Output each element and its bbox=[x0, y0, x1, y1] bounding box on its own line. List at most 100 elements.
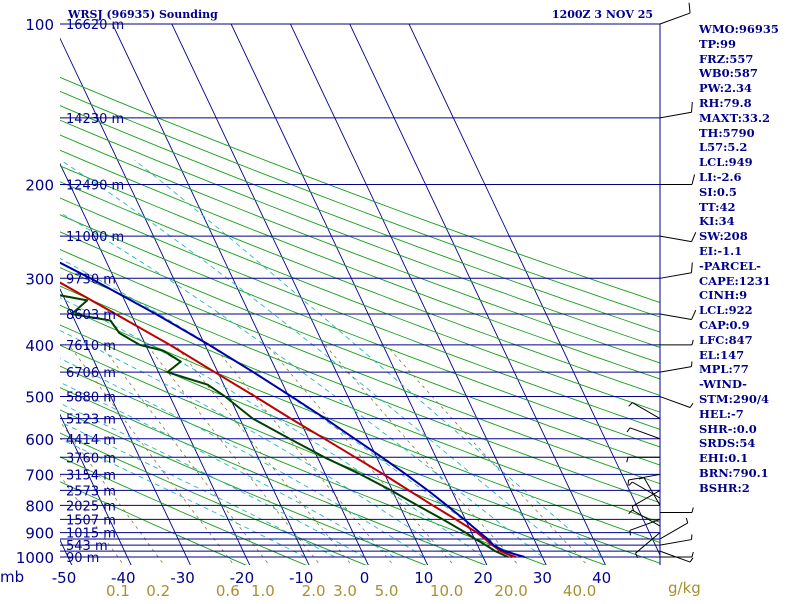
pressure-tick-label: 900 bbox=[25, 525, 54, 543]
dry-adiabat bbox=[0, 24, 800, 568]
index-value: TT:42 bbox=[699, 200, 799, 215]
index-value: EL:147 bbox=[699, 348, 799, 363]
mixing-ratio-tick-label: 1.0 bbox=[251, 582, 275, 600]
index-value: TP:99 bbox=[699, 37, 799, 52]
moist-adiabat bbox=[0, 160, 394, 557]
mixing-ratio-tick-label: 0.2 bbox=[146, 582, 170, 600]
dry-adiabat bbox=[0, 24, 800, 568]
height-label: 2025 m bbox=[66, 499, 116, 514]
temperature-tick-label: -30 bbox=[170, 569, 195, 587]
isotherm bbox=[0, 12, 73, 568]
pressure-tick-label: 100 bbox=[25, 16, 54, 34]
index-value: HEL:-7 bbox=[699, 407, 799, 422]
index-value: TH:5790 bbox=[699, 126, 799, 141]
height-label: 12490 m bbox=[66, 178, 124, 193]
wind-barb bbox=[660, 518, 688, 539]
wind-barb bbox=[660, 507, 693, 512]
height-label: 14230 m bbox=[66, 112, 124, 127]
isotherm bbox=[0, 12, 251, 568]
height-label: 90 m bbox=[66, 551, 99, 566]
mixing-ratio-tick-label: 3.0 bbox=[333, 582, 357, 600]
wind-barb bbox=[660, 232, 696, 241]
moist-adiabat bbox=[0, 160, 424, 557]
dry-adiabat bbox=[0, 24, 800, 568]
pressure-tick-label: 400 bbox=[25, 337, 54, 355]
pressure-tick-label: 700 bbox=[25, 466, 54, 484]
mixing-ratio-tick-label: 0.1 bbox=[106, 582, 130, 600]
temperature-tick-label: 30 bbox=[533, 569, 552, 587]
height-label: 5880 m bbox=[66, 391, 116, 406]
dry-adiabat bbox=[0, 24, 800, 568]
index-value: EHI:0.1 bbox=[699, 451, 799, 466]
height-label: 3760 m bbox=[66, 451, 116, 466]
mixing-ratio-line bbox=[386, 345, 590, 568]
height-label: 6706 m bbox=[66, 366, 116, 381]
height-label: 8603 m bbox=[66, 308, 116, 323]
height-label: 9730 m bbox=[66, 272, 116, 287]
mixing-ratio-unit: g/kg bbox=[668, 579, 701, 597]
wind-barb bbox=[629, 510, 660, 526]
mixing-ratio-tick-label: 2.0 bbox=[302, 582, 326, 600]
wind-barb bbox=[660, 102, 692, 118]
pressure-tick-label: 500 bbox=[25, 389, 54, 407]
pressure-tick-label: 800 bbox=[25, 497, 54, 515]
isotherm bbox=[0, 12, 14, 568]
dry-adiabat bbox=[0, 24, 800, 568]
dry-adiabat bbox=[0, 24, 800, 568]
height-label: 7610 m bbox=[66, 339, 116, 354]
index-value: EI:-1.1 bbox=[699, 244, 799, 259]
station-title: WRSJ (96935) Sounding bbox=[67, 8, 218, 21]
dry-adiabat bbox=[0, 24, 800, 568]
index-value: SHR-:0.0 bbox=[699, 422, 799, 437]
index-value: RH:79.8 bbox=[699, 96, 799, 111]
temperature-tick-label: -50 bbox=[52, 569, 77, 587]
mixing-ratio-tick-label: 10.0 bbox=[430, 582, 463, 600]
wind-barb bbox=[660, 3, 690, 24]
index-value: KI:34 bbox=[699, 214, 799, 229]
index-value: STM:290/4 bbox=[699, 392, 799, 407]
index-value: LCL:922 bbox=[699, 303, 799, 318]
dry-adiabat bbox=[0, 24, 800, 568]
index-value: LCL:949 bbox=[699, 155, 799, 170]
index-value: WB0:587 bbox=[699, 66, 799, 81]
wind-barb bbox=[660, 262, 692, 278]
pressure-tick-label: 1000 bbox=[16, 549, 54, 567]
index-value: PW:2.34 bbox=[699, 81, 799, 96]
dry-adiabat bbox=[0, 24, 800, 568]
mixing-ratio-tick-label: 20.0 bbox=[494, 582, 527, 600]
dry-adiabat bbox=[0, 24, 800, 568]
wind-barb bbox=[660, 310, 696, 319]
index-value: FRZ:557 bbox=[699, 52, 799, 67]
pressure-tick-label: 600 bbox=[25, 431, 54, 449]
ylabel: mb bbox=[0, 568, 24, 586]
index-value: LI:-2.6 bbox=[699, 170, 799, 185]
pressure-tick-label: 200 bbox=[25, 176, 54, 194]
temperature-tick-label: 20 bbox=[474, 569, 493, 587]
temperature-tick-label: 0 bbox=[360, 569, 370, 587]
mixing-ratio-tick-label: 0.6 bbox=[216, 582, 240, 600]
index-value: BSHR:2 bbox=[699, 481, 799, 496]
mixing-ratio-tick-label: 5.0 bbox=[375, 582, 399, 600]
index-value: SRDS:54 bbox=[699, 436, 799, 451]
index-value: CAPE:1231 bbox=[699, 274, 799, 289]
dry-adiabat bbox=[0, 24, 800, 568]
height-label: 3154 m bbox=[66, 468, 116, 483]
index-value: SI:0.5 bbox=[699, 185, 799, 200]
index-value: -WIND- bbox=[699, 377, 799, 392]
wind-barbs bbox=[627, 3, 696, 562]
index-value: WMO:96935 bbox=[699, 22, 799, 37]
index-value: MAXT:33.2 bbox=[699, 111, 799, 126]
wind-barb bbox=[660, 340, 693, 345]
index-value: CAP:0.9 bbox=[699, 318, 799, 333]
height-label: 4414 m bbox=[66, 433, 116, 448]
dry-adiabat bbox=[0, 24, 800, 568]
index-value: -PARCEL- bbox=[699, 259, 799, 274]
wind-barb bbox=[628, 474, 660, 485]
index-value: L57:5.2 bbox=[699, 140, 799, 155]
pressure-tick-label: 300 bbox=[25, 270, 54, 288]
time-label: 1200Z 3 NOV 25 bbox=[552, 8, 653, 21]
dry-adiabat bbox=[0, 24, 374, 568]
isotherm bbox=[403, 12, 666, 568]
